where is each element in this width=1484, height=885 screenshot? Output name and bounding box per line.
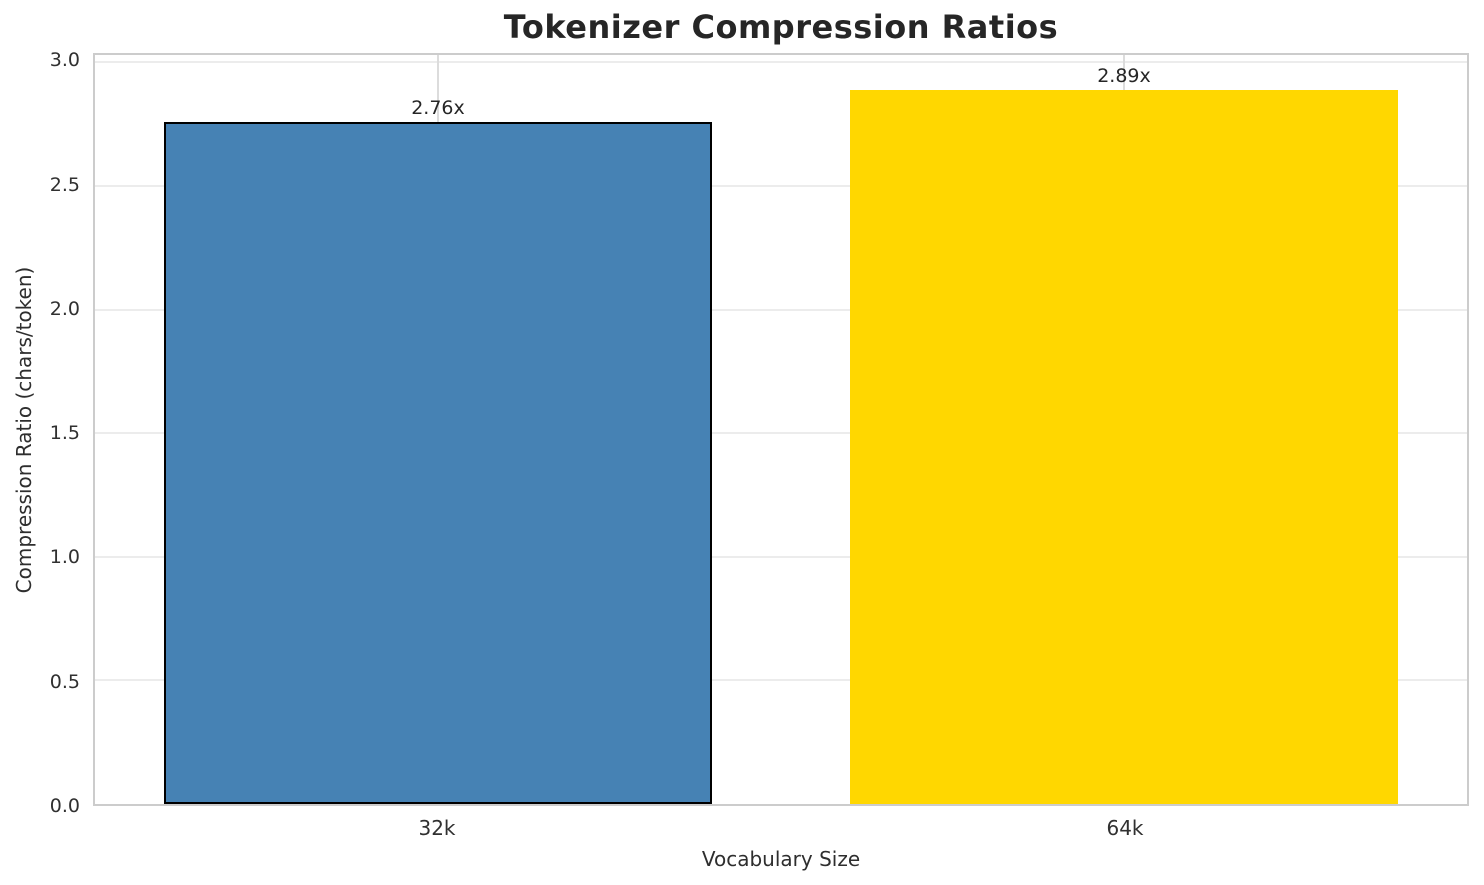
y-tick-label: 0.0 <box>49 795 80 817</box>
x-tick-label: 32k <box>418 816 456 840</box>
h-gridline <box>95 185 1467 188</box>
plot-area: 2.76x 2.89x <box>93 53 1469 806</box>
h-gridline <box>95 308 1467 311</box>
x-axis-label: Vocabulary Size <box>701 847 861 871</box>
bar-32k <box>163 121 713 804</box>
bar-64k <box>849 89 1399 804</box>
chart-title: Tokenizer Compression Ratios <box>503 8 1059 46</box>
y-tick-label: 2.0 <box>49 297 80 320</box>
bar-value-label: 2.89x <box>1097 64 1151 87</box>
h-gridline <box>95 432 1467 435</box>
h-gridline <box>95 555 1467 558</box>
h-gridline <box>95 61 1467 64</box>
y-tick-label: 1.5 <box>49 422 80 445</box>
bars-layer: 2.76x 2.89x <box>95 55 1467 804</box>
y-tick-label: 0.5 <box>49 670 80 693</box>
y-tick-label: 1.0 <box>49 546 80 569</box>
bar-value-label: 2.76x <box>411 96 465 119</box>
h-gridline <box>95 679 1467 682</box>
y-tick-label: 2.5 <box>49 173 80 196</box>
y-tick-label: 3.0 <box>49 49 80 72</box>
x-tick-label: 64k <box>1106 816 1144 840</box>
